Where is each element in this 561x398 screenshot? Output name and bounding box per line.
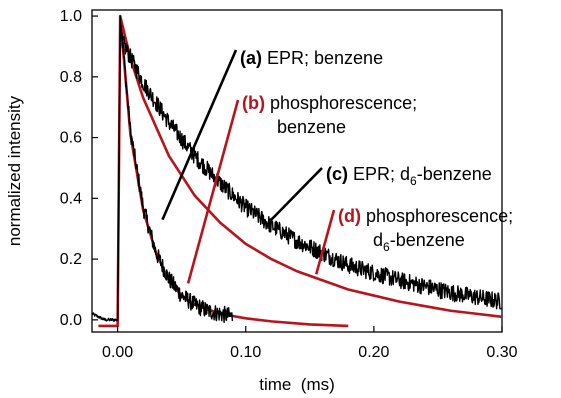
x-axis-title: time (ms) — [259, 375, 335, 394]
annotation-d-text2-pre: d — [373, 230, 383, 250]
annotation-d: (d) phosphorescence; — [338, 206, 513, 226]
x-tick-label: 0.30 — [486, 344, 517, 361]
y-tick-label: 0.4 — [60, 190, 82, 207]
y-tick-label: 0.0 — [60, 312, 82, 329]
y-tick-label: 0.2 — [60, 251, 82, 268]
series-layer — [91, 14, 503, 328]
y-axis-title: normalized intensity — [5, 95, 24, 246]
pointer-c — [270, 167, 323, 221]
ticks-layer: 0.00 0.10 0.20 0.30 0.0 0.2 0.4 0.6 0.8 1.0 — [60, 8, 518, 361]
annotation-c-text-tail: -benzene — [417, 164, 492, 184]
y-tick-label: 0.8 — [60, 69, 82, 86]
y-tick-label: 1.0 — [60, 8, 82, 25]
annotation-a: (a) EPR; benzene — [240, 48, 383, 68]
annotation-d-line2: d6-benzene — [373, 230, 465, 254]
annotation-d-text: phosphorescence; — [361, 206, 513, 226]
x-tick-label: 0.00 — [102, 344, 133, 361]
series-a-line — [91, 15, 234, 324]
x-tick-label: 0.10 — [230, 344, 261, 361]
annotation-c-text: EPR; d — [348, 164, 410, 184]
annotation-d-subscript: 6 — [383, 240, 390, 254]
annotation-a-text: EPR; benzene — [262, 48, 383, 68]
pointer-b — [186, 99, 240, 284]
annotation-b-text: phosphorescence; — [265, 93, 417, 113]
annotation-b-text2: benzene — [277, 117, 346, 137]
y-tick-label: 0.6 — [60, 130, 82, 147]
annotation-c-letter: (c) — [326, 164, 348, 184]
x-tick-label: 0.20 — [358, 344, 389, 361]
plot-frame — [91, 9, 503, 333]
annotation-a-letter: (a) — [240, 48, 262, 68]
annotation-pointers — [161, 49, 336, 284]
annotation-d-text2-post: -benzene — [390, 230, 465, 250]
annotation-b-line2: benzene — [277, 117, 346, 137]
series-d-line — [118, 15, 503, 319]
plot-area: 0.00 0.10 0.20 0.30 0.0 0.2 0.4 0.6 0.8 1.0 — [60, 8, 518, 361]
annotation-d-letter: (d) — [338, 206, 361, 226]
series-c-line — [116, 32, 503, 322]
annotation-b: (b) phosphorescence; — [242, 93, 417, 113]
pointer-d — [314, 209, 336, 275]
annotation-c-subscript: 6 — [410, 174, 417, 188]
pointer-a — [161, 49, 238, 221]
annotation-b-letter: (b) — [242, 93, 265, 113]
annotation-c: (c) EPR; d6-benzene — [326, 164, 492, 188]
